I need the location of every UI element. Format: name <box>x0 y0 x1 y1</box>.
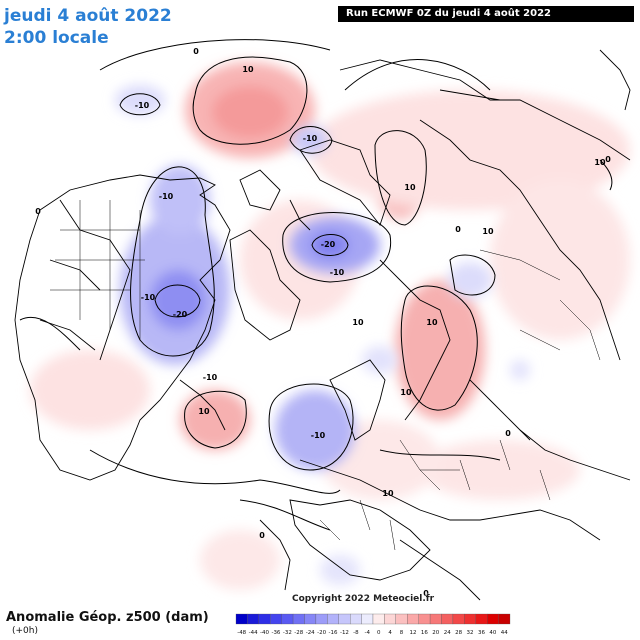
contour-label: 0 <box>193 47 199 56</box>
date-line: jeudi 4 août 2022 <box>4 6 172 26</box>
contour-label: 10 <box>382 489 394 498</box>
legend-tick-label: 32 <box>467 630 474 636</box>
positive-anomaly-field <box>30 62 630 590</box>
contour-label: 10 <box>198 407 210 416</box>
contour-label: 10 <box>482 227 494 236</box>
legend-swatch <box>429 613 442 625</box>
contour-label-layer: 0 -10 10 -10 0 -10 10 -20 -10 -10 -20 10… <box>35 47 611 598</box>
legend-swatch <box>281 613 294 625</box>
legend-tick-label: 40 <box>489 630 496 636</box>
legend-swatch <box>235 613 248 625</box>
negative-anomaly-field <box>115 85 530 585</box>
contour-label: 0 <box>423 589 429 598</box>
contour-negative <box>119 93 161 116</box>
contour-positive <box>192 56 308 145</box>
legend-swatch <box>441 613 454 625</box>
legend-tick-label: -32 <box>283 630 292 636</box>
legend-tick-label: -20 <box>317 630 326 636</box>
contour-label: 10 <box>404 183 416 192</box>
legend-swatch <box>464 613 476 625</box>
contour-label: 0 <box>505 429 511 438</box>
legend-swatch <box>270 613 282 625</box>
legend-tick-label: -28 <box>294 630 303 636</box>
legend-tick-label: 44 <box>501 630 508 636</box>
legend-swatch <box>418 613 431 625</box>
legend-tick-label: 16 <box>421 630 428 636</box>
borders <box>50 200 601 551</box>
contour-label: -20 <box>173 310 188 319</box>
contour-label: -20 <box>321 240 336 249</box>
contour-label: -10 <box>203 373 218 382</box>
contour-label: -10 <box>330 268 345 277</box>
time-line: 2:00 locale <box>4 28 109 48</box>
legend-tick-label: 4 <box>388 630 392 636</box>
copyright-notice: Copyright 2022 Meteociel.fr <box>292 594 435 604</box>
contour-negative <box>130 166 215 357</box>
contour-positive <box>184 390 247 449</box>
legend-tick-label: -36 <box>271 630 280 636</box>
contour-label: 0 <box>35 207 41 216</box>
contour-label: 0 <box>259 531 265 540</box>
legend-swatch <box>327 613 339 625</box>
legend-tick-label: 24 <box>444 630 451 636</box>
legend-swatch <box>498 613 511 625</box>
legend-swatch <box>361 613 374 625</box>
legend-tick-label: -4 <box>365 630 371 636</box>
legend-tick-label: 36 <box>478 630 485 636</box>
legend-swatch <box>487 613 499 625</box>
contour-negative <box>289 126 333 154</box>
forecast-step: (+0h) <box>12 626 38 636</box>
legend-swatch <box>304 613 317 625</box>
contour-label: 10 <box>400 388 412 397</box>
legend-tick-label: 20 <box>432 630 439 636</box>
contour-label: -10 <box>303 134 318 143</box>
legend-tick-label: 28 <box>455 630 462 636</box>
legend-swatch <box>350 613 362 625</box>
legend-tick-label: -44 <box>249 630 258 636</box>
contour-zero <box>19 39 613 531</box>
legend-swatch <box>315 613 328 625</box>
legend-swatch <box>372 613 385 625</box>
contour-negative <box>311 234 349 256</box>
legend-swatch <box>338 613 351 625</box>
contour-label: 0 <box>605 155 611 164</box>
contour-negative <box>282 212 392 283</box>
contour-positive <box>374 130 427 226</box>
legend-tick-label: 8 <box>400 630 404 636</box>
legend-swatch <box>452 613 465 625</box>
contour-label: 0 <box>455 225 461 234</box>
legend-tick-label: -12 <box>340 630 349 636</box>
legend-tick-label: 12 <box>409 630 416 636</box>
legend-swatch <box>292 613 305 625</box>
contour-label: 10 <box>352 318 364 327</box>
contour-label: 10 <box>594 158 606 167</box>
contour-label: -10 <box>311 431 326 440</box>
legend-swatch <box>475 613 488 625</box>
contour-positive <box>400 285 478 411</box>
legend-tick-label: -24 <box>306 630 315 636</box>
legend-tick-label: -16 <box>329 630 338 636</box>
color-scale-legend: -48 -44 -40 -36 -32 -28 -24 -20 -16 -12 -8 -4 0 4 8 12 1… <box>235 613 511 636</box>
contour-label: 10 <box>426 318 438 327</box>
legend-tick-label: -40 <box>260 630 269 636</box>
contour-label: -10 <box>159 192 174 201</box>
legend-swatch <box>258 613 271 625</box>
contour-negative <box>154 284 201 318</box>
map-title: Anomalie Géop. z500 (dam) <box>6 610 209 625</box>
legend-swatch <box>407 613 419 625</box>
legend-swatch <box>395 613 408 625</box>
contour-negative <box>268 383 354 471</box>
run-banner: Run ECMWF 0Z du jeudi 4 août 2022 <box>338 6 634 22</box>
legend-tick-label: -8 <box>353 630 359 636</box>
legend-tick-label: -48 <box>237 630 246 636</box>
legend-swatch <box>247 613 259 625</box>
contour-label: -10 <box>141 293 156 302</box>
contour-lines <box>19 39 613 531</box>
contour-label: 10 <box>242 65 254 74</box>
legend-tick-label: 0 <box>377 630 381 636</box>
legend-swatch <box>384 613 396 625</box>
contour-label: -10 <box>135 101 150 110</box>
